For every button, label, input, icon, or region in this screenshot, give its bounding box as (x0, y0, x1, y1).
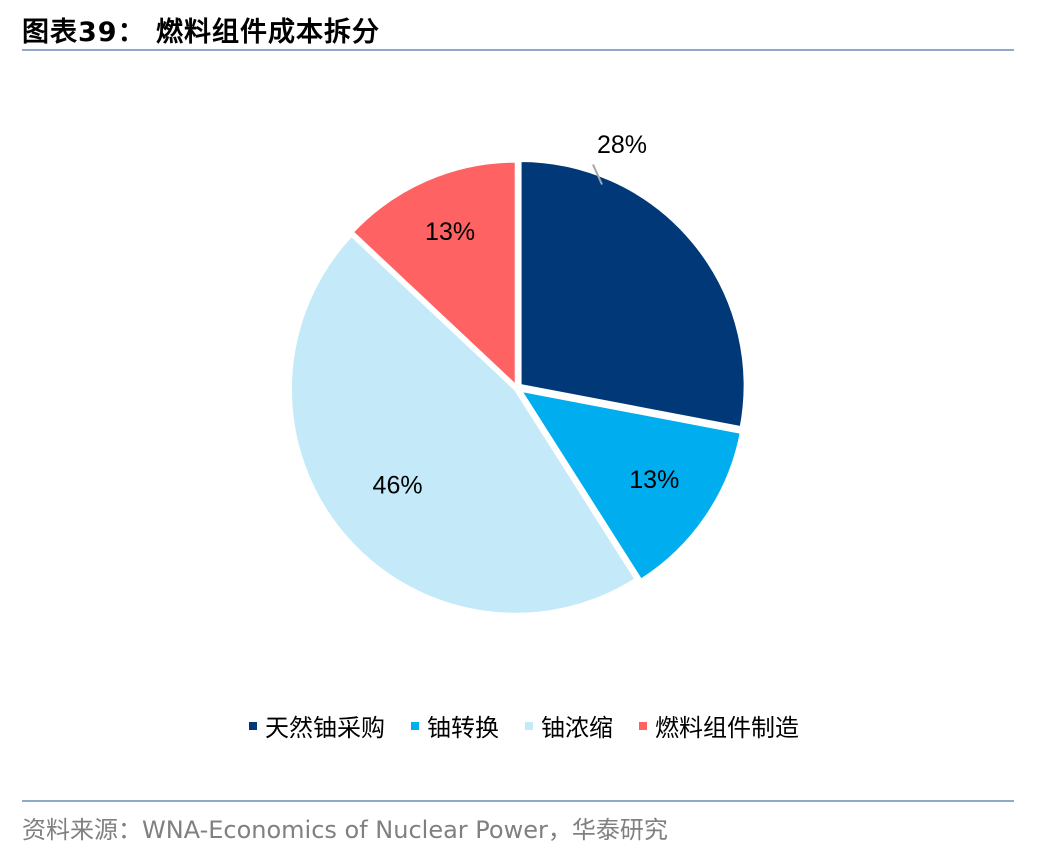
pie-chart: 28% 13% 46% 13% (288, 131, 747, 616)
source-note: 资料来源：WNA-Economics of Nuclear Power，华泰研究 (22, 816, 668, 844)
legend-label: 天然铀采购 (265, 714, 385, 742)
legend-label: 铀浓缩 (541, 714, 613, 742)
footer-divider (22, 800, 1014, 802)
chart-legend: 天然铀采购 铀转换 铀浓缩 燃料组件制造 (0, 708, 1048, 743)
legend-label: 燃料组件制造 (655, 714, 799, 742)
legend-swatch (249, 721, 257, 730)
legend-item-fabrication: 燃料组件制造 (639, 708, 799, 743)
pie-slice-conversion (517, 388, 744, 583)
legend-swatch (525, 721, 533, 730)
title-divider (22, 49, 1014, 51)
legend-swatch (639, 721, 647, 730)
legend-item-enrichment: 铀浓缩 (525, 708, 613, 743)
pie-label-conversion: 13% (629, 466, 679, 494)
legend-item-natural-uranium: 天然铀采购 (249, 708, 385, 743)
legend-swatch (411, 721, 419, 730)
legend-item-conversion: 铀转换 (411, 708, 499, 743)
pie-label-natural-uranium: 28% (597, 131, 647, 159)
pie-label-fabrication: 13% (425, 218, 475, 246)
pie-slice-fabrication (350, 159, 518, 390)
label-leader-line (592, 164, 603, 185)
figure-title: 图表39： 燃料组件成本拆分 (22, 17, 380, 48)
pie-label-enrichment: 46% (373, 471, 423, 499)
pie-slice-enrichment (288, 233, 639, 616)
pie-slice-natural-uranium (518, 158, 747, 430)
legend-label: 铀转换 (427, 714, 499, 742)
